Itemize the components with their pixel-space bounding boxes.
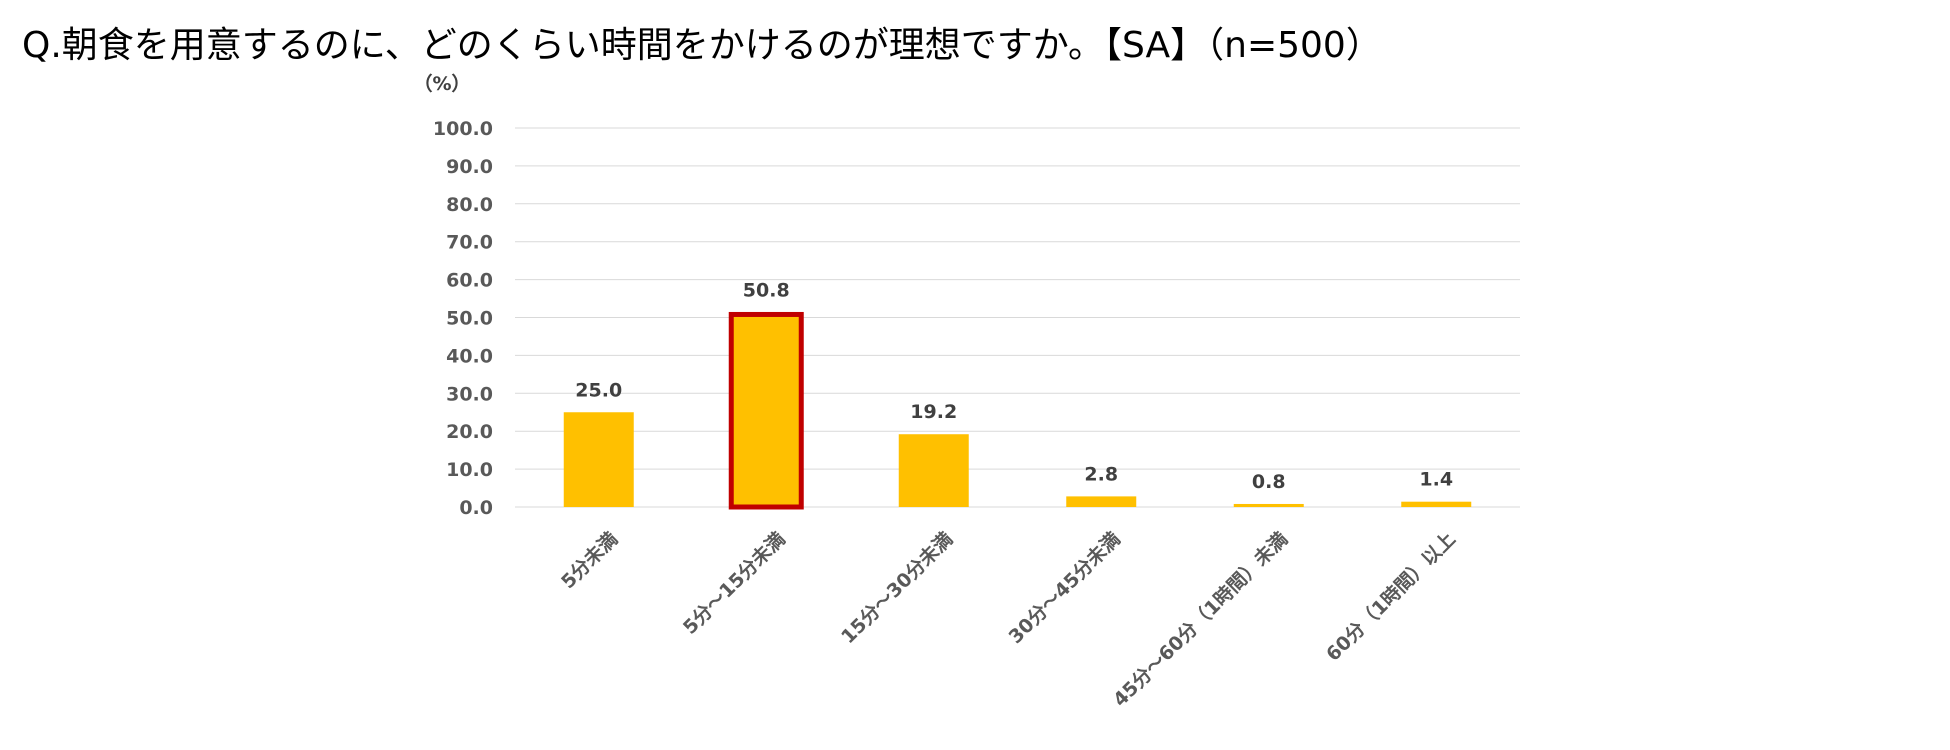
bar (563, 412, 634, 507)
y-tick-label: 100.0 (433, 118, 493, 140)
data-labels: 25.0 50.8 19.2 2.8 0.8 1.4 (575, 279, 1453, 493)
data-label: 50.8 (743, 279, 790, 301)
y-tick-label: 30.0 (446, 383, 493, 405)
category-label: 30分～45分未満 (1004, 527, 1125, 648)
y-tick-label: 10.0 (446, 459, 493, 481)
y-tick-label: 50.0 (446, 308, 493, 330)
y-tick-label: 20.0 (446, 421, 493, 443)
y-tick-label: 70.0 (446, 232, 493, 254)
question-title: Q.朝食を用意するのに、どのくらい時間をかけるのが理想ですか。【SA】（n=50… (22, 25, 1382, 66)
bar-highlighted (728, 311, 804, 510)
gridlines (515, 127, 1520, 508)
y-tick-label: 80.0 (446, 194, 493, 216)
y-axis-tick-labels: 100.0 90.0 80.0 70.0 60.0 50.0 40.0 30.0 20.0 10.… (433, 118, 493, 519)
category-label: 5分～15分未満 (678, 527, 789, 638)
bar (1066, 496, 1137, 507)
data-label: 1.4 (1419, 469, 1453, 491)
y-tick-label: 60.0 (446, 270, 493, 292)
data-label: 19.2 (910, 401, 957, 423)
y-tick-label: 0.0 (459, 497, 493, 519)
bar (898, 434, 969, 507)
category-label: 45分～60分（1時間）未満 (1108, 527, 1292, 711)
bars (563, 311, 1472, 510)
bar (1401, 501, 1472, 507)
category-labels: 5分未満 5分～15分未満 15分～30分未満 30分～45分未満45分～60分（1時… (556, 527, 1459, 711)
data-label: 25.0 (575, 379, 622, 401)
y-axis-unit-label: （%） (413, 72, 470, 95)
category-label: 5分未満 (556, 527, 622, 593)
data-label: 0.8 (1252, 471, 1286, 493)
category-label: 15分～30分未満 (836, 527, 957, 648)
category-label: 60分（1時間）以上 (1321, 527, 1459, 665)
y-tick-label: 90.0 (446, 156, 493, 178)
bar (1233, 503, 1304, 507)
data-label: 2.8 (1084, 463, 1118, 485)
y-tick-label: 40.0 (446, 345, 493, 367)
